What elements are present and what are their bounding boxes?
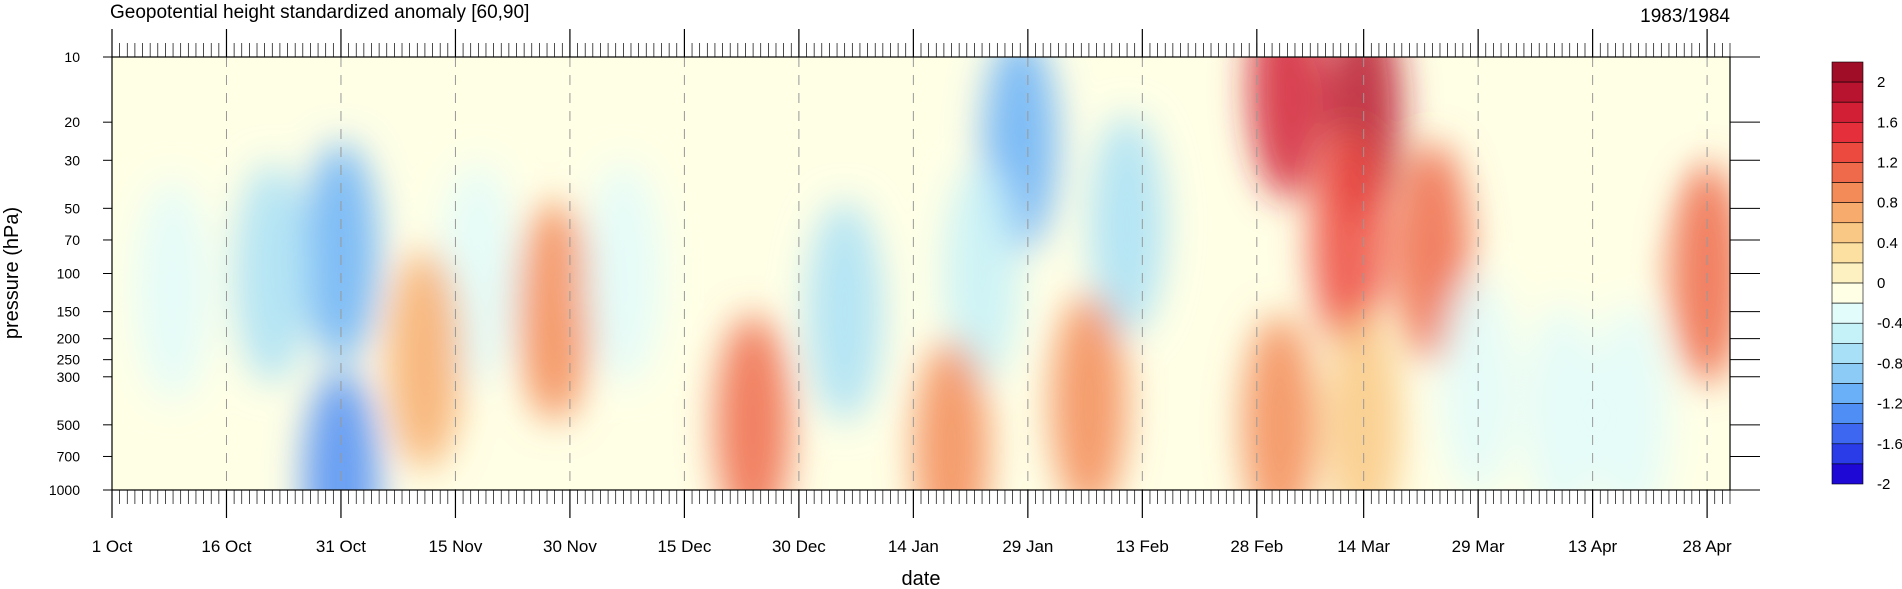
colorbar-swatch-2 (1831, 101, 1864, 123)
x-tick-label-13: 13 Apr (1568, 537, 1617, 556)
colorbar-swatch-16 (1831, 383, 1864, 404)
anomaly-cell-25 (1669, 163, 1730, 384)
x-tick-label-11: 14 Mar (1337, 537, 1390, 556)
anomaly-cell-0 (302, 142, 379, 363)
y-tick-label-70: 70 (64, 232, 80, 248)
y-tick-label-30: 30 (64, 152, 80, 168)
y-axis-label: pressure (hPa) (1, 207, 23, 339)
anomaly-cell-6 (386, 249, 463, 470)
x-tick-label-9: 13 Feb (1116, 537, 1169, 556)
anomaly-cell-1 (302, 370, 379, 490)
colorbar-label-9: -1.6 (1877, 436, 1902, 453)
colorbar-swatch-13 (1831, 322, 1864, 344)
y-tick-label-150: 150 (57, 304, 81, 320)
x-tick-label-1: 16 Oct (201, 537, 251, 556)
colorbar-label-3: 0.8 (1877, 195, 1898, 212)
colorbar-label-6: -0.4 (1877, 315, 1902, 332)
x-tick-label-0: 1 Oct (92, 537, 133, 556)
anomaly-cell-24 (1577, 57, 1654, 233)
colorbar-swatch-6 (1831, 182, 1864, 203)
x-tick-label-12: 29 Mar (1452, 537, 1505, 556)
anomaly-cell-11 (944, 163, 1021, 384)
x-axis: 1 Oct 16 Oct 31 Oct 15 Nov 30 Nov 15 Dec 30 De… (92, 29, 1732, 556)
x-tick-label-2: 31 Oct (316, 537, 366, 556)
y-tick-label-50: 50 (64, 200, 80, 216)
x-tick-label-10: 28 Feb (1230, 537, 1283, 556)
anomaly-cell-22 (1524, 304, 1601, 490)
colorbar: 2 1.6 1.2 0.8 0.4 0 -0.4 -0.8 -1.2 -1.6 -2 (1831, 61, 1902, 493)
anomaly-field (135, 57, 1730, 490)
colorbar-label-4: 0.4 (1877, 235, 1898, 252)
colorbar-swatch-20 (1831, 463, 1864, 485)
anomaly-cell-12 (1089, 115, 1166, 336)
anomaly-cell-23 (1592, 304, 1669, 490)
anomaly-cell-15 (1249, 57, 1326, 199)
y-tick-label-100: 100 (57, 266, 81, 282)
y-tick-label-250: 250 (57, 352, 81, 368)
colorbar-swatch-9 (1831, 242, 1864, 264)
x-tick-label-6: 30 Dec (772, 537, 826, 556)
colorbar-swatch-4 (1831, 142, 1864, 163)
anomaly-cell-18 (1394, 142, 1471, 363)
anomaly-cell-19 (1241, 314, 1318, 490)
colorbar-label-7: -0.8 (1877, 355, 1902, 372)
anomaly-cell-2 (135, 180, 212, 401)
x-tick-label-14: 28 Apr (1683, 537, 1732, 556)
colorbar-swatch-17 (1831, 403, 1864, 425)
colorbar-label-2: 1.2 (1877, 154, 1898, 171)
colorbar-swatch-3 (1831, 121, 1864, 143)
x-axis-label: date (902, 568, 941, 589)
y-tick-label-200: 200 (57, 331, 81, 347)
colorbar-swatch-14 (1831, 343, 1864, 364)
colorbar-label-8: -1.2 (1877, 396, 1902, 413)
anomaly-cell-3 (234, 163, 311, 384)
colorbar-label-0: 2 (1877, 74, 1885, 91)
y-tick-label-300: 300 (57, 369, 81, 385)
y-tick-label-1000: 1000 (49, 482, 80, 498)
chart-title: Geopotential height standardized anomaly… (110, 2, 529, 23)
chart-period: 1983/1984 (1640, 6, 1730, 27)
colorbar-swatch-5 (1831, 162, 1864, 183)
colorbar-swatch-10 (1831, 262, 1864, 284)
x-tick-label-7: 14 Jan (888, 537, 939, 556)
y-tick-label-700: 700 (57, 448, 81, 464)
colorbar-swatch-15 (1831, 363, 1864, 384)
x-tick-label-4: 30 Nov (543, 537, 597, 556)
colorbar-swatch-0 (1831, 61, 1864, 83)
colorbar-swatch-18 (1831, 423, 1864, 445)
anomaly-cell-17 (1310, 129, 1387, 350)
colorbar-label-1: 1.6 (1877, 114, 1898, 131)
anomaly-cell-8 (715, 314, 792, 490)
x-tick-label-8: 29 Jan (1002, 537, 1053, 556)
colorbar-label-10: -2 (1877, 476, 1890, 493)
colorbar-swatch-12 (1831, 302, 1864, 324)
colorbar-swatch-7 (1831, 202, 1864, 224)
colorbar-swatch-19 (1831, 443, 1864, 465)
x-tick-label-3: 15 Nov (429, 537, 483, 556)
x-tick-label-5: 15 Dec (657, 537, 711, 556)
y-tick-label-10: 10 (64, 49, 80, 65)
y-tick-label-500: 500 (57, 417, 81, 433)
colorbar-swatch-8 (1831, 222, 1864, 244)
date-gridlines (112, 57, 1708, 490)
anomaly-cell-5 (516, 201, 593, 422)
plot-area (112, 57, 1730, 490)
colorbar-swatch-1 (1831, 81, 1864, 103)
anomaly-cell-13 (913, 339, 990, 490)
y-tick-label-20: 20 (64, 114, 80, 130)
anomaly-cell-9 (806, 201, 883, 422)
colorbar-label-5: 0 (1877, 275, 1885, 292)
anomaly-cell-7 (585, 163, 662, 384)
anomaly-cell-14 (1050, 293, 1127, 490)
colorbar-swatch-11 (1831, 282, 1864, 304)
